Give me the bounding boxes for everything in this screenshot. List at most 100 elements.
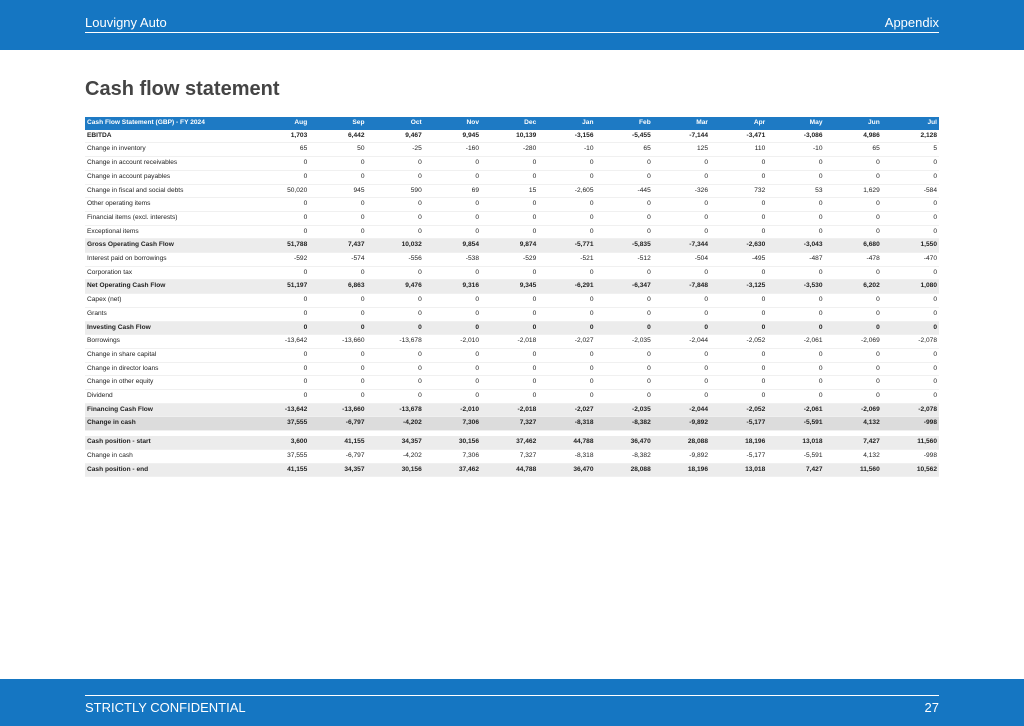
cell: -8,382 (595, 449, 653, 464)
cell: 0 (309, 211, 367, 226)
cell: 0 (538, 197, 596, 212)
cell: 0 (710, 389, 768, 404)
cell: 0 (481, 348, 539, 363)
cell: 0 (767, 197, 825, 212)
column-header: Jan (582, 119, 594, 126)
row-label: Financial items (excl. interests) (85, 211, 252, 226)
cell: 0 (481, 266, 539, 281)
cell: -13,678 (366, 403, 424, 418)
column-header: Aug (294, 119, 308, 126)
row-label: Change in cash (85, 416, 252, 432)
cash-flow-table: Cash Flow Statement (GBP) - FY 2024 Aug Se… (85, 117, 939, 478)
cell: 65 (252, 142, 310, 158)
cell: 0 (710, 156, 768, 171)
cell: 0 (309, 389, 367, 404)
cell: 0 (366, 211, 424, 226)
cell: -2,027 (538, 334, 596, 349)
cell: 5 (881, 142, 939, 158)
cell: 65 (595, 142, 653, 158)
cell: 0 (824, 197, 882, 212)
cell: 0 (652, 170, 710, 185)
cell: -998 (881, 416, 939, 432)
cell: 9,467 (366, 129, 424, 144)
cell: -2,018 (481, 334, 539, 349)
cell: -8,382 (595, 416, 653, 432)
cell: 0 (423, 362, 481, 377)
cell: 0 (824, 348, 882, 363)
cell: 0 (481, 197, 539, 212)
cell: 0 (481, 170, 539, 185)
cell: 0 (538, 266, 596, 281)
cell: 0 (423, 348, 481, 363)
cell: 0 (423, 211, 481, 226)
cell: 0 (710, 211, 768, 226)
cell: 0 (710, 197, 768, 212)
cell: -13,678 (366, 334, 424, 349)
cell: 0 (595, 321, 653, 336)
cell: 0 (538, 362, 596, 377)
cell: 0 (824, 389, 882, 404)
row-label: Investing Cash Flow (85, 321, 252, 336)
cell: -487 (767, 252, 825, 267)
row: Interest paid on borrowings -592 -574 -556-… (85, 252, 939, 267)
cell: 0 (710, 321, 768, 336)
cell: 0 (767, 362, 825, 377)
cell: 0 (309, 197, 367, 212)
column-header: Apr (753, 119, 766, 126)
cell: 0 (710, 170, 768, 185)
cell: 0 (595, 348, 653, 363)
column-header: Dec (524, 119, 537, 126)
cell: -556 (366, 252, 424, 267)
cell: 0 (309, 348, 367, 363)
cell: 0 (881, 389, 939, 404)
cell: 0 (252, 362, 310, 377)
cell: 51,197 (252, 279, 310, 295)
caption: Cash Flow Statement (GBP) - FY 2024 (87, 119, 205, 126)
cell: 0 (423, 266, 481, 281)
row: Change in share capital 0 0 0 0 0 0 0 0 0 0 0 0 (85, 348, 939, 363)
header-band: Louvigny Auto Appendix (0, 0, 1024, 50)
cell: 0 (252, 211, 310, 226)
cell: 0 (881, 307, 939, 322)
cell: 0 (652, 321, 710, 336)
cell: 0 (423, 307, 481, 322)
cell: 7,437 (309, 238, 367, 254)
row: Financing Cash Flow -13,642 -13,660 -13,678… (85, 403, 939, 418)
cell: 0 (595, 266, 653, 281)
cell: 37,462 (423, 463, 481, 478)
cell: 0 (309, 266, 367, 281)
cell: -538 (423, 252, 481, 267)
cell: 945 (309, 184, 367, 199)
cell: 0 (366, 156, 424, 171)
row-label: Change in account receivables (85, 156, 252, 171)
cell: -13,642 (252, 403, 310, 418)
cell: -574 (309, 252, 367, 267)
cell: 0 (538, 348, 596, 363)
cell: 0 (767, 389, 825, 404)
cell: -8,318 (538, 449, 596, 464)
cell: 0 (366, 307, 424, 322)
cell: -6,347 (595, 279, 653, 295)
cell: 6,680 (824, 238, 882, 254)
cell: -3,471 (710, 129, 768, 144)
cell: 0 (881, 225, 939, 240)
cell: 0 (595, 389, 653, 404)
cell: -280 (481, 142, 539, 158)
confidentiality: STRICTLY CONFIDENTIAL (85, 700, 246, 715)
cell: -2,035 (595, 403, 653, 418)
cell: 0 (824, 293, 882, 308)
cell: -521 (538, 252, 596, 267)
cell: 0 (423, 293, 481, 308)
cell: 0 (366, 321, 424, 336)
cell: 0 (881, 293, 939, 308)
row: Exceptional items 0 0 0 0 0 0 0 0 0 0 0 0 (85, 225, 939, 240)
cell: 7,327 (481, 416, 539, 432)
cell: 0 (366, 362, 424, 377)
cell: -326 (652, 184, 710, 199)
cell: 65 (824, 142, 882, 158)
cell: 36,470 (538, 463, 596, 478)
row-label: Dividend (85, 389, 252, 404)
cell: 37,555 (252, 449, 310, 464)
cell: 0 (824, 266, 882, 281)
cell: 0 (767, 225, 825, 240)
